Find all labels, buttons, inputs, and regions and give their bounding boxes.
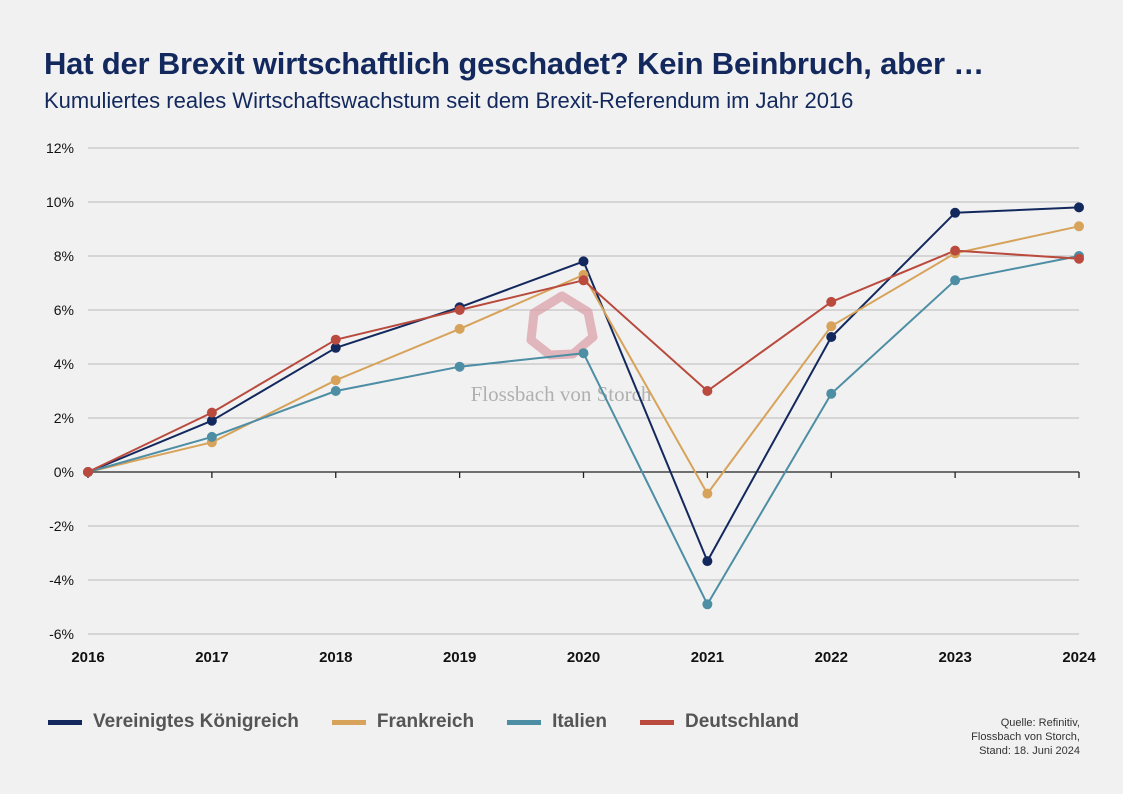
data-point-france[interactable] [330,375,341,386]
legend-label-uk: Vereinigtes Königreich [93,711,299,732]
grid-lines [88,147,1079,635]
x-tick-label: 2018 [319,649,352,666]
data-point-france[interactable] [702,488,713,499]
legend-label-france: Frankreich [376,711,475,732]
data-point-italy[interactable] [826,388,837,399]
data-point-germany[interactable] [454,305,465,315]
legend-item-germany[interactable]: Deutschland [639,711,799,733]
data-point-germany[interactable] [826,296,837,307]
data-point-uk[interactable] [1074,202,1084,213]
legend-item-france[interactable]: Frankreich [331,711,475,733]
source-line: Quelle: Refinitiv, [1000,717,1080,729]
tick-labels: -6% -4% -2% 0% 2% 4% 6% 8% 10% 12% 2016 2017 2018 201… [46,140,1096,666]
data-point-germany[interactable] [1074,253,1084,264]
watermark-logo [526,291,598,360]
legend-label-italy: Italien [552,711,607,732]
x-tick-label: 2024 [1062,649,1096,666]
watermark-text: Flossbach von Storch [471,382,652,406]
chart-subtitle: Kumuliertes reales Wirtschaftswachstum s… [44,88,854,113]
line-chart: Flossbach von Storch -6% -4% -2% 0% 2% 4% 6% 8%… [46,140,1096,666]
data-point-uk[interactable] [702,556,713,567]
y-tick-label: 4% [54,356,74,372]
data-point-italy[interactable] [950,275,961,286]
data-point-uk[interactable] [330,342,341,353]
data-point-germany[interactable] [950,245,961,256]
data-point-uk[interactable] [206,415,217,426]
x-tick-label: 2022 [815,649,848,666]
y-tick-label: 6% [54,302,74,318]
x-tick-label: 2023 [938,649,971,666]
legend-item-italy[interactable]: Italien [507,711,607,733]
y-tick-label: 0% [54,464,74,480]
legend-label-germany: Deutschland [684,711,799,732]
legend-item-uk[interactable]: Vereinigtes Königreich [48,711,299,733]
data-point-italy[interactable] [454,361,465,372]
x-tick-label: 2021 [691,649,724,666]
legend-swatch-italy [507,719,542,725]
data-point-italy[interactable] [702,599,713,610]
data-point-italy[interactable] [330,386,341,396]
y-tick-label: -4% [49,572,74,588]
data-point-italy[interactable] [206,431,217,442]
legend-swatch-uk [48,719,82,725]
x-tick-label: 2016 [71,649,104,666]
data-point-france[interactable] [826,321,837,332]
x-tick-label: 2019 [443,649,476,666]
x-tick-label: 2017 [195,649,228,666]
data-point-germany[interactable] [702,386,713,396]
data-point-italy[interactable] [578,348,589,359]
data-point-uk[interactable] [950,207,961,218]
axes [87,471,1080,478]
data-point-germany[interactable] [206,407,217,418]
y-tick-label: 10% [46,194,74,210]
x-tick-label: 2020 [567,649,600,666]
data-point-uk[interactable] [826,332,837,342]
legend: Vereinigtes Königreich Frankreich Italie… [48,711,832,733]
chart-title: Hat der Brexit wirtschaftlich geschadet?… [44,46,985,81]
data-point-germany[interactable] [578,275,589,286]
data-point-uk[interactable] [578,256,589,267]
y-tick-label: 8% [54,248,74,264]
y-tick-label: -6% [49,626,74,642]
legend-swatch-france [331,719,366,725]
data-point-france[interactable] [454,323,465,334]
legend-swatch-germany [639,719,674,725]
data-point-france[interactable] [1074,221,1084,232]
data-point-germany[interactable] [330,334,341,345]
y-tick-label: -2% [49,518,74,534]
source-note: Quelle: Refinitiv, Flossbach von Storch,… [971,716,1080,758]
watermark: Flossbach von Storch [471,291,652,406]
y-tick-label: 12% [46,140,74,156]
series-lines [83,202,1084,610]
source-line: Flossbach von Storch, [971,731,1080,743]
data-point-germany[interactable] [83,467,93,477]
y-tick-label: 2% [54,410,74,426]
source-date: Stand: 18. Juni 2024 [979,745,1080,757]
